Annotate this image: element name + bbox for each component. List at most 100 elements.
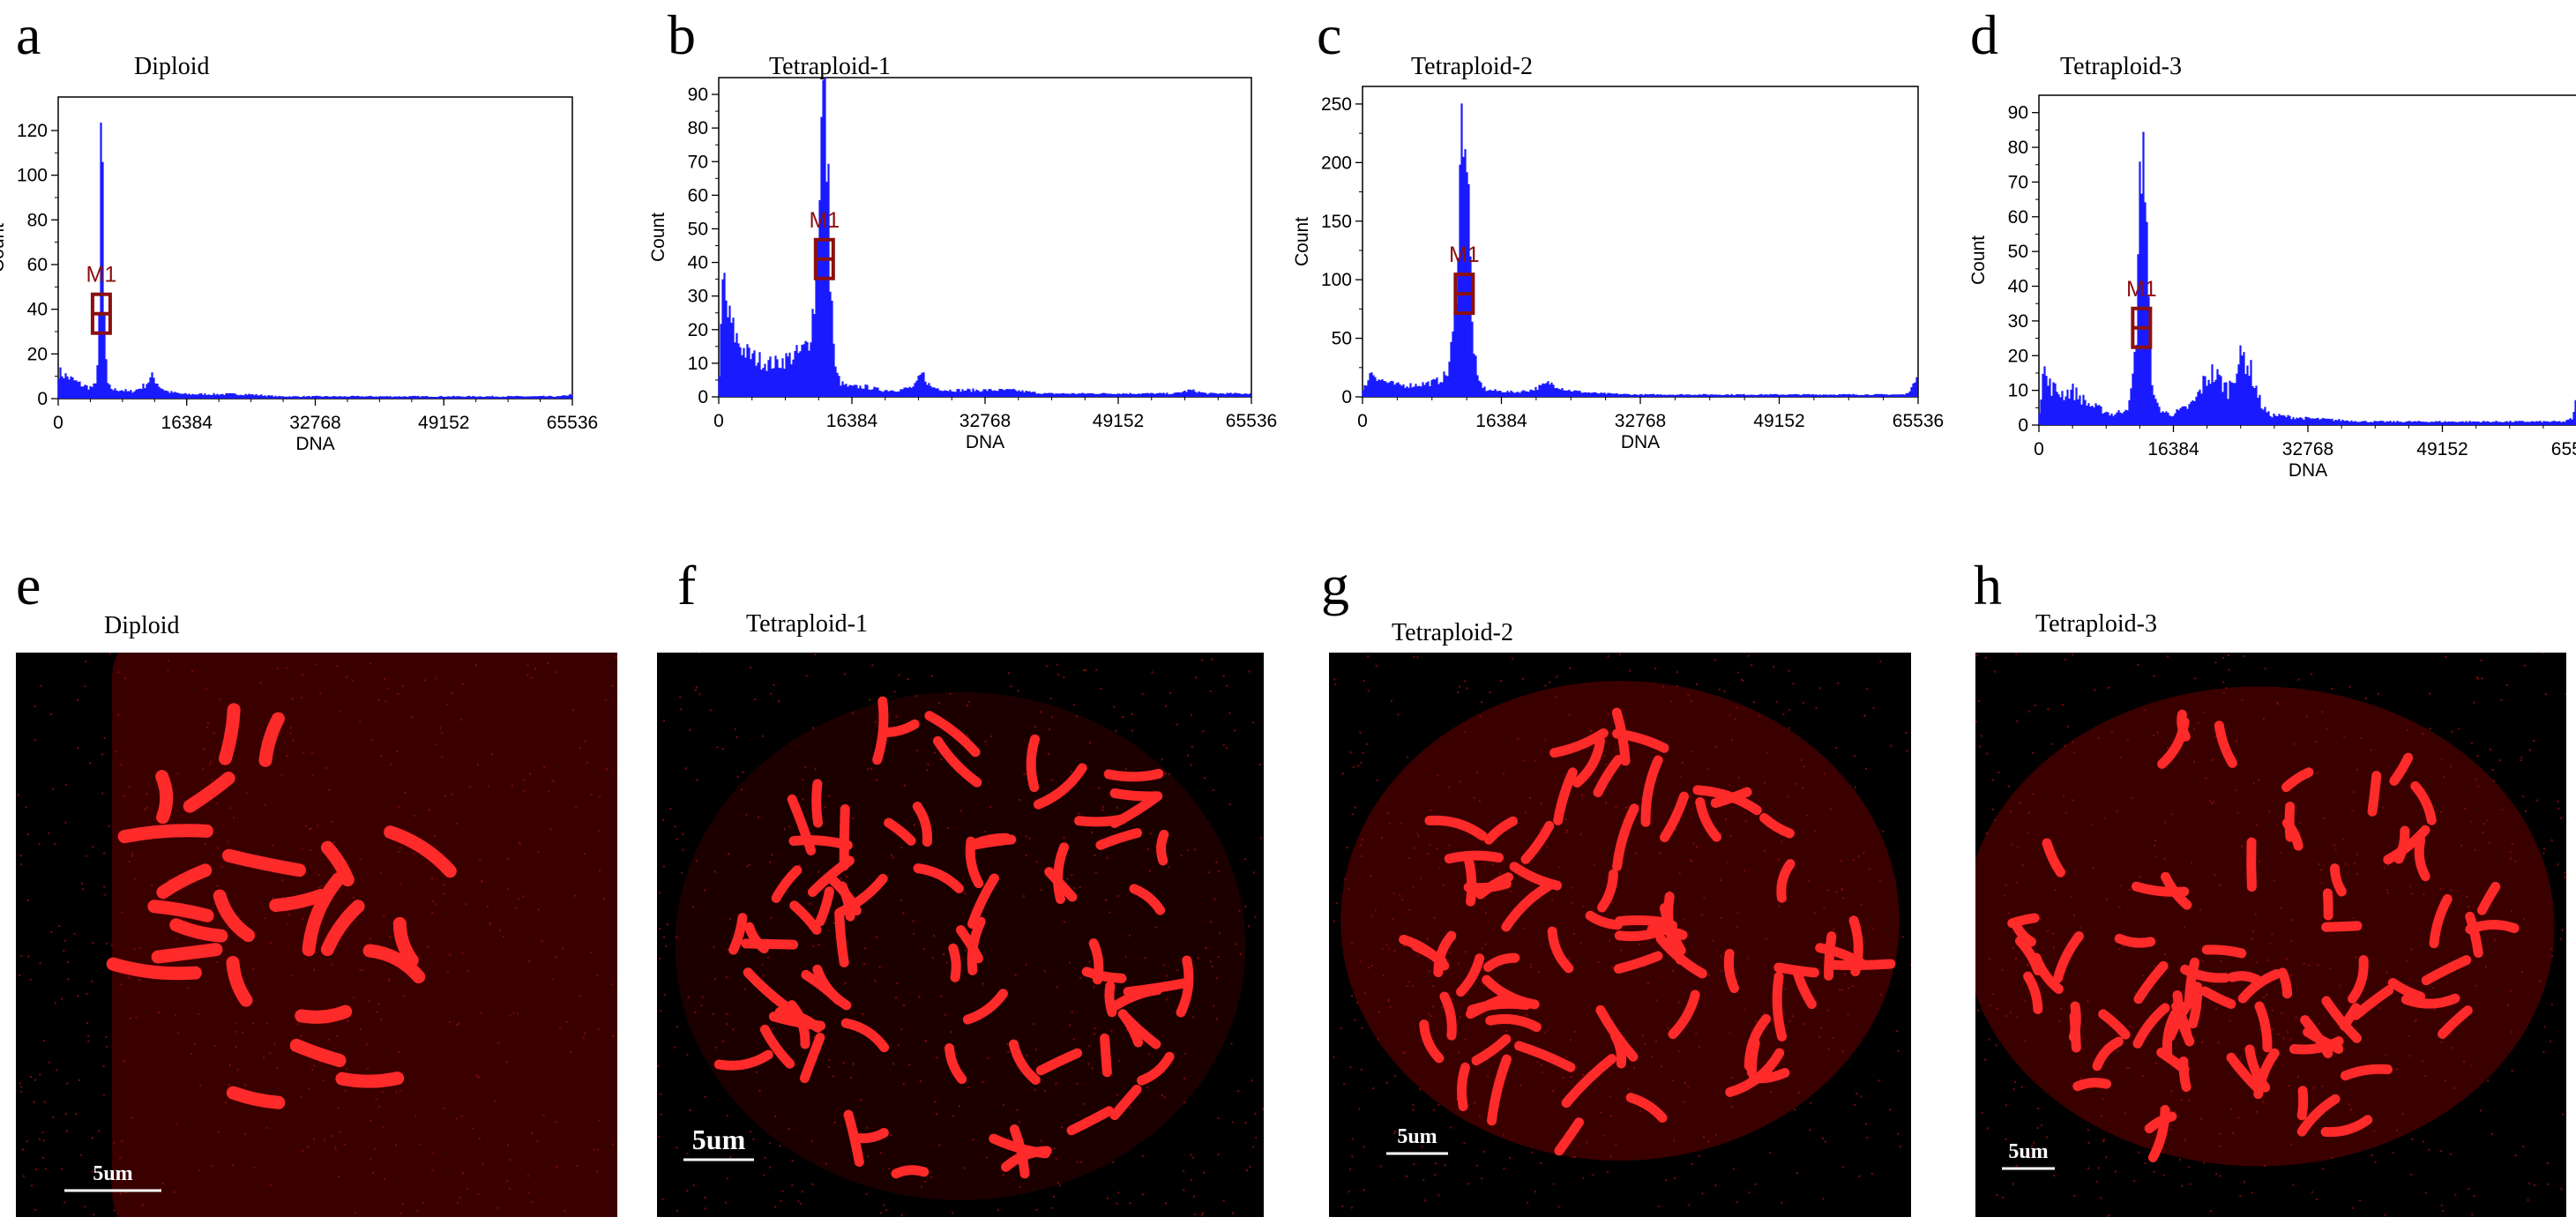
chromosome [912,802,932,847]
micrograph-title-g: Tetraploid-2 [1392,619,1513,646]
y-tick-label: 70 [688,152,708,172]
chromosome [2244,1044,2271,1093]
chromosome [965,836,984,889]
scale-bar-label: 5um [2008,1140,2048,1163]
chromosome [2147,1104,2170,1163]
chromosome [2199,986,2236,1009]
chromosome [2092,1036,2124,1071]
y-tick-label: 60 [2008,207,2028,228]
plot-frame [1362,86,1919,398]
chromosome [840,1018,890,1053]
chromosome [2320,1115,2373,1138]
chromosome [2367,771,2382,817]
y-tick-label: 10 [688,354,708,374]
x-tick-label: 16384 [2147,439,2199,459]
y-tick-label: 70 [2008,172,2028,192]
x-axis-label: DNA [1621,432,1660,452]
chromosome [872,696,889,765]
x-axis-label: DNA [2289,460,2327,481]
chromosome [1463,854,1477,907]
chromosome [2031,952,2064,994]
chromosome [1419,1019,1445,1064]
chromosome [2277,967,2293,999]
chromosome [1514,1041,1576,1072]
chromosome [1109,1084,1142,1121]
chromosome [2401,993,2460,1009]
chromosome-group [106,703,457,1109]
chromosome [1553,767,1578,825]
chromosome [1612,803,1639,871]
chromosome [2383,825,2430,865]
x-tick-label: 65536 [1226,411,1277,431]
chromosome [2387,978,2426,1002]
chromosome [2296,1086,2309,1121]
chromosome [1613,951,1663,974]
chromosome [1033,763,1087,810]
chromosome [1433,930,1457,978]
chromosome [2053,931,2084,983]
chromosome [1848,915,1863,977]
plot-frame [57,96,573,399]
chromosome [1439,991,1457,1041]
y-axis-label: Count [1292,217,1312,266]
histogram-title-d: Tetraploid-3 [2060,53,2182,80]
chromosome [1456,1062,1470,1111]
chromosome [2421,955,2472,986]
plot-frame [718,77,1252,398]
x-tick-label: 49152 [1093,411,1144,431]
histogram-b: 0 10 20 30 40 50 60 70 80 90 0 16384 32768 49152 65536… [648,77,1277,452]
chromosome [226,955,253,1007]
chromosome [2180,964,2230,983]
chromosome [2296,1094,2341,1137]
chromosome [221,848,307,877]
chromosome [320,900,365,957]
x-tick-label: 0 [1357,411,1368,431]
chromosome [839,804,850,871]
chromosome [2281,767,2314,793]
panel-letter-a: a [16,4,41,66]
x-tick-label: 0 [53,413,63,433]
y-tick-label: 60 [27,255,48,275]
y-tick-label: 40 [2008,277,2028,297]
chromosome [891,1165,930,1179]
histogram-bars [2038,131,2576,425]
x-tick-label: 49152 [1753,411,1804,431]
chromosome [2348,955,2369,1004]
chromosome [2132,1003,2170,1049]
chromosome [1444,850,1504,864]
chromosome [302,871,346,957]
chromosome [948,943,961,982]
chromosome [269,888,328,913]
chromosome [924,711,981,758]
chromosome [1081,967,1127,983]
chromosome [811,779,823,828]
chromosome [106,957,202,981]
y-tick-label: 0 [1341,387,1352,407]
chromosome [834,873,888,918]
chromosome [2414,835,2430,882]
chromosome [1609,1030,1627,1069]
y-tick-label: 90 [688,85,708,105]
y-tick-label: 10 [2008,381,2028,401]
chromosome [1614,921,1678,942]
y-tick-label: 100 [17,166,48,186]
background-speckle [657,653,1264,1216]
chromosome [713,1049,773,1071]
chromosome [1482,952,1520,973]
chromosome [741,938,799,950]
y-tick-label: 90 [2008,103,2028,123]
x-tick-label: 32768 [2282,439,2333,459]
histogram-a: 0 20 40 60 80 100 120 0 16384 32768 49152 65536 DNA C… [0,96,598,454]
chromosome [1156,829,1169,866]
chromosome [295,1004,353,1024]
histogram-bars [1362,103,1918,397]
panel-letter-b: b [668,4,696,66]
chromosome [1612,728,1669,753]
panel-letter-e: e [16,554,41,616]
panel-letter-d: d [1970,4,1998,66]
y-tick-label: 60 [688,185,708,205]
chromosome [1026,734,1040,793]
chromosome [2184,957,2200,1008]
x-tick-label: 49152 [418,413,469,433]
histogram-c: 0 50 100 150 200 250 0 16384 32768 49152 65536 DNA C… [1292,86,1944,452]
